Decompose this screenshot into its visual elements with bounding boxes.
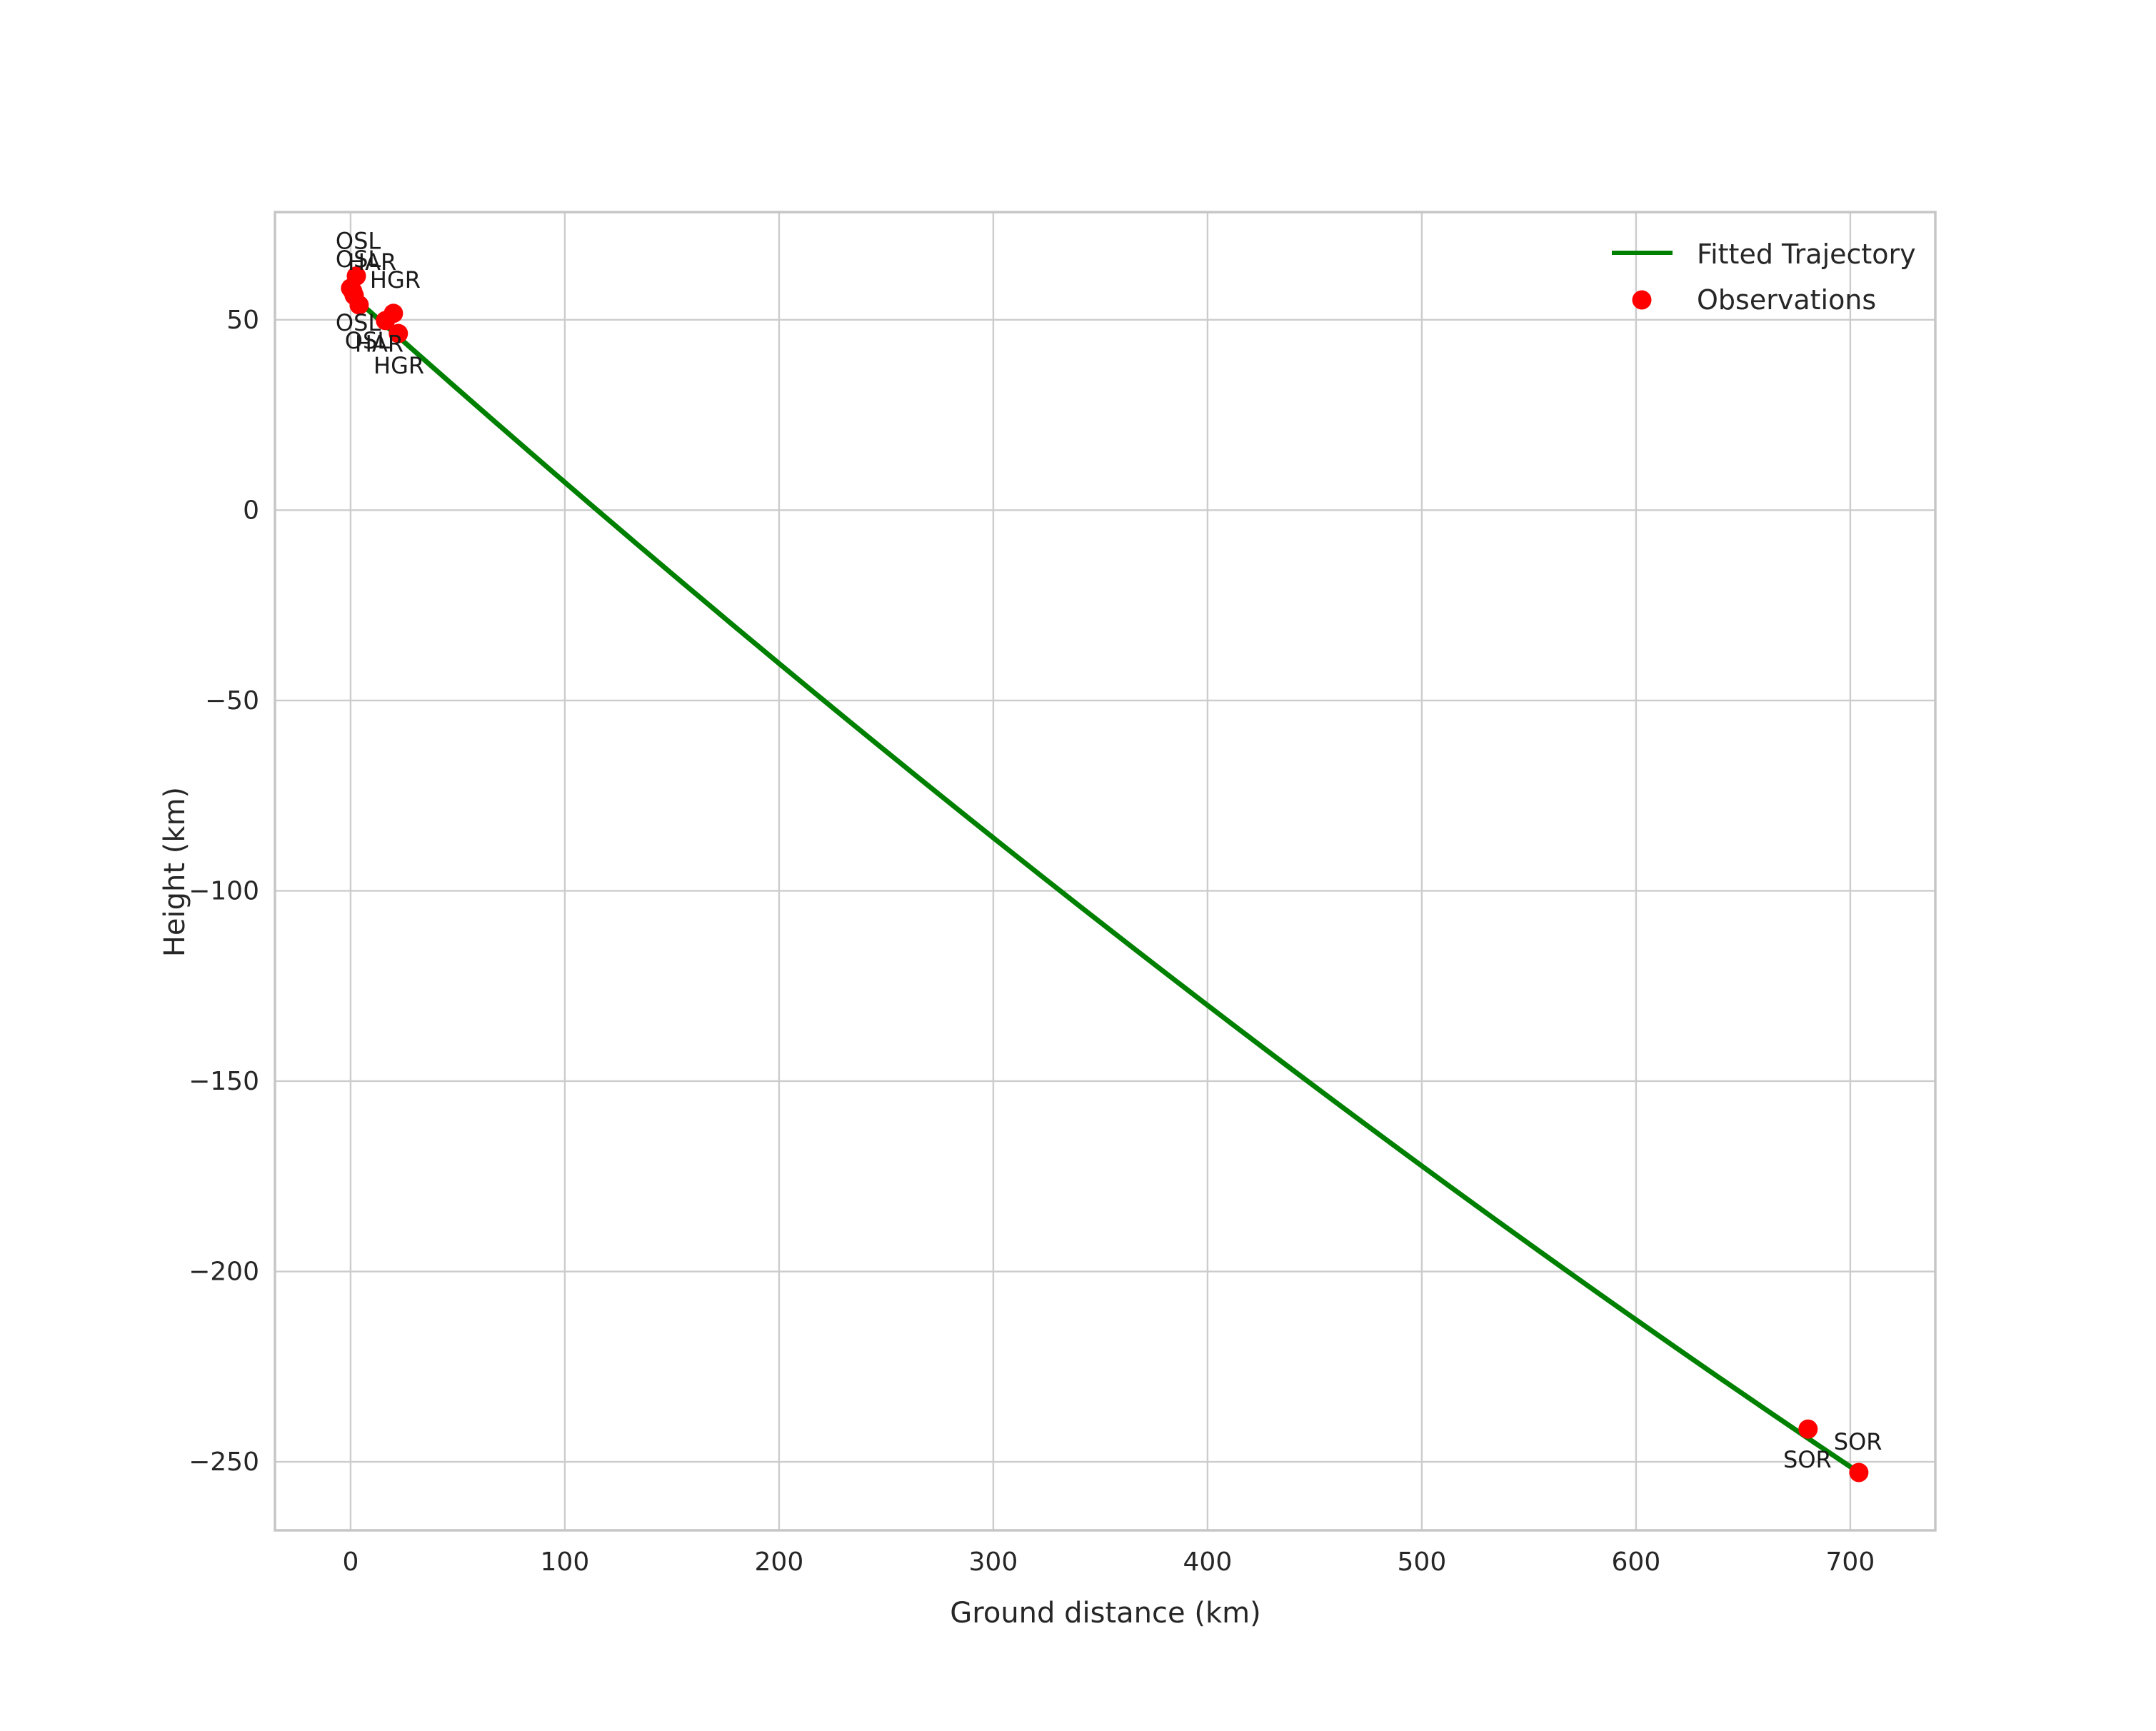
trajectory-line xyxy=(348,291,1862,1475)
station-label-hgr: HGR xyxy=(373,352,424,379)
x-tick-label: 700 xyxy=(1826,1547,1875,1577)
observation-point-sor xyxy=(1849,1462,1869,1482)
observation-point-sor xyxy=(1798,1419,1818,1439)
x-tick-label: 0 xyxy=(342,1547,359,1577)
station-label-osl: OSL xyxy=(336,309,381,336)
observation-point-har xyxy=(376,311,396,331)
x-tick-label: 400 xyxy=(1183,1547,1233,1577)
station-label-har: HAR xyxy=(348,249,396,276)
observation-point-hgr xyxy=(388,323,408,343)
y-tick-label: 0 xyxy=(243,496,259,525)
plot-area xyxy=(274,211,1937,1532)
x-tick-label: 100 xyxy=(541,1547,590,1577)
legend-label-observations: Observations xyxy=(1697,284,1876,316)
y-tick-label: −250 xyxy=(189,1447,259,1477)
y-tick-label: −50 xyxy=(205,686,259,716)
x-tick-label: 500 xyxy=(1398,1547,1447,1577)
station-label-sor: SOR xyxy=(1783,1446,1832,1473)
x-tick-label: 600 xyxy=(1612,1547,1661,1577)
station-label-osl: OSL xyxy=(336,246,381,273)
station-label-osl: OSL xyxy=(336,228,381,255)
observation-point-hgr xyxy=(349,295,369,315)
x-tick-label: 200 xyxy=(755,1547,804,1577)
y-tick-label: −150 xyxy=(189,1067,259,1096)
x-axis-label: Ground distance (km) xyxy=(950,1597,1260,1630)
y-tick-label: 50 xyxy=(226,306,259,335)
y-tick-label: −100 xyxy=(189,876,259,905)
station-label-har: HAR xyxy=(355,331,403,358)
station-label-sor: SOR xyxy=(1834,1428,1882,1455)
legend: Fitted Trajectory Observations xyxy=(1612,239,1916,316)
legend-marker-sample xyxy=(1632,290,1652,310)
x-tick-label: 300 xyxy=(969,1547,1018,1577)
station-label-osl: OSL xyxy=(345,327,391,354)
y-axis-label: Height (km) xyxy=(159,787,191,957)
legend-label-fitted-trajectory: Fitted Trajectory xyxy=(1697,239,1916,270)
station-label-hgr: HGR xyxy=(370,266,421,293)
y-tick-label: −200 xyxy=(189,1258,259,1287)
